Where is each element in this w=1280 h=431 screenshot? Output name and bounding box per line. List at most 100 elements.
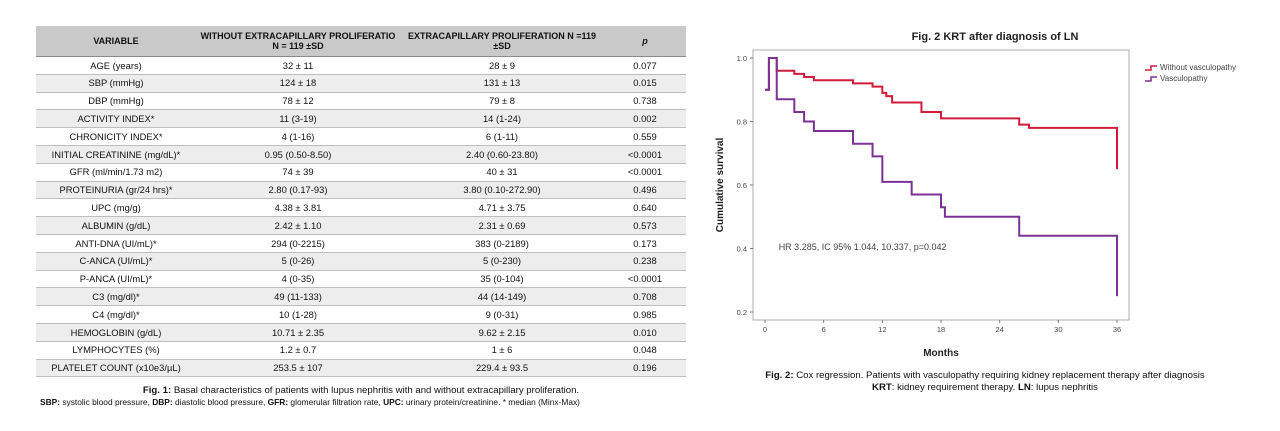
- p-value-cell: 0.985: [604, 305, 686, 324]
- without-proliferation-cell: 11 (3-19): [196, 109, 400, 129]
- table-body: AGE (years) 32 ± 11 28 ± 9 0.077 SBP (mmHg) 1…: [36, 56, 686, 378]
- abbr-upc-def: urinary protein/creatinine. * median (Mi…: [403, 397, 580, 408]
- x-tick-label: 6: [822, 325, 826, 334]
- variable-cell: ACTIVITY INDEX*: [36, 109, 196, 129]
- x-tick-label: 0: [763, 325, 767, 334]
- abbr-dbp: DBP:: [152, 397, 173, 408]
- without-proliferation-cell: 124 ± 18: [196, 74, 400, 93]
- p-value-cell: 0.048: [604, 341, 686, 360]
- without-proliferation-cell: 2.80 (0.17-93): [196, 181, 400, 200]
- y-tick-label: 0.6: [737, 181, 747, 190]
- x-tick-label: 12: [878, 325, 886, 334]
- abbr-krt-def: : kidney requirement therapy.: [891, 382, 1018, 394]
- with-proliferation-cell: 14 (1-24): [400, 109, 604, 129]
- with-proliferation-cell: 35 (0-104): [400, 270, 604, 289]
- without-proliferation-cell: 253.5 ± 107: [196, 359, 400, 378]
- variable-cell: INITIAL CREATININE (mg/dL)*: [36, 145, 196, 164]
- p-value-cell: <0.0001: [604, 270, 686, 289]
- abbr-gfr-def: glomerular filtration rate,: [288, 397, 384, 408]
- variable-cell: P-ANCA (UI/mL)*: [36, 270, 196, 289]
- variable-cell: ANTI-DNA (UI/mL)*: [36, 234, 196, 253]
- legend-label: Without vasculopathy: [1160, 63, 1236, 72]
- with-proliferation-cell: 383 (0-2189): [400, 234, 604, 253]
- p-value-cell: 0.173: [604, 234, 686, 253]
- abbr-dbp-def: diastolic blood pressure,: [172, 397, 268, 408]
- figure-2: Fig. 2 KRT after diagnosis of LN 0.2 0.4 0.…: [705, 18, 1265, 418]
- figure-1-caption: Fig. 1: Basal characteristics of patient…: [36, 385, 686, 407]
- table-row: C3 (mg/dl)* 49 (11-133) 44 (14-149) 0.708: [36, 287, 686, 307]
- with-proliferation-cell: 2.40 (0.60-23.80): [400, 145, 604, 164]
- p-value-cell: 0.077: [604, 56, 686, 75]
- abbr-upc: UPC:: [383, 397, 404, 408]
- table-row: AGE (years) 32 ± 11 28 ± 9 0.077: [36, 56, 686, 75]
- without-proliferation-cell: 78 ± 12: [196, 92, 400, 111]
- variable-cell: HEMOGLOBIN (g/dL): [36, 323, 196, 342]
- abbr-ln: LN: [1017, 382, 1031, 394]
- caption-1-label: Fig. 1:: [142, 385, 172, 397]
- variable-cell: ALBUMIN (g/dL): [36, 216, 196, 235]
- plot-area: [752, 49, 1130, 321]
- variable-cell: SBP (mmHg): [36, 74, 196, 93]
- series-line-vasculopathy: [765, 57, 1118, 297]
- table-row: LYMPHOCYTES (%) 1.2 ± 0.7 1 ± 6 0.048: [36, 341, 686, 360]
- header-variable: VARIABLE: [36, 26, 196, 57]
- header-without-proliferation: WITHOUT EXTRACAPILLARY PROLIFERATIO N = …: [196, 26, 400, 57]
- variable-cell: LYMPHOCYTES (%): [36, 341, 196, 360]
- table-row: CHRONICITY INDEX* 4 (1-16) 6 (1-11) 0.559: [36, 127, 686, 146]
- table-header-row: VARIABLE WITHOUT EXTRACAPILLARY PROLIFER…: [36, 26, 686, 57]
- x-tick-label: 36: [1113, 325, 1121, 334]
- abbr-sbp-def: systolic blood pressure,: [60, 397, 153, 408]
- hazard-ratio-annotation: HR 3.285, IC 95% 1.044, 10.337, p=0.042: [779, 242, 947, 252]
- table-row: C4 (mg/dl)* 10 (1-28) 9 (0-31) 0.985: [36, 305, 686, 324]
- x-axis-label: Months: [923, 348, 959, 359]
- series-line-without-vasculopathy: [765, 57, 1118, 170]
- legend-label: Vasculopathy: [1160, 74, 1207, 83]
- p-value-cell: 0.708: [604, 287, 686, 307]
- abbr-gfr: GFR:: [267, 397, 289, 408]
- without-proliferation-cell: 74 ± 39: [196, 163, 400, 182]
- y-tick-label: 1.0: [737, 54, 747, 63]
- with-proliferation-cell: 131 ± 13: [400, 74, 604, 93]
- variable-cell: GFR (ml/min/1.73 m2): [36, 163, 196, 182]
- variable-cell: C-ANCA (UI/mL)*: [36, 252, 196, 271]
- variable-cell: AGE (years): [36, 56, 196, 75]
- with-proliferation-cell: 28 ± 9: [400, 56, 604, 75]
- with-proliferation-cell: 2.31 ± 0.69: [400, 216, 604, 235]
- variable-cell: PROTEINURIA (gr/24 hrs)*: [36, 181, 196, 200]
- with-proliferation-cell: 4.71 ± 3.75: [400, 198, 604, 218]
- variable-cell: C3 (mg/dl)*: [36, 287, 196, 307]
- table-row: UPC (mg/g) 4.38 ± 3.81 4.71 ± 3.75 0.640: [36, 198, 686, 218]
- without-proliferation-cell: 294 (0-2215): [196, 234, 400, 253]
- y-tick-label: 0.4: [737, 245, 747, 254]
- with-proliferation-cell: 1 ± 6: [400, 341, 604, 360]
- chart-title: Fig. 2 KRT after diagnosis of LN: [912, 31, 1079, 43]
- abbr-krt: KRT: [872, 382, 892, 394]
- with-proliferation-cell: 44 (14-149): [400, 287, 604, 307]
- variable-cell: C4 (mg/dl)*: [36, 305, 196, 324]
- legend-swatch: [1145, 65, 1157, 71]
- without-proliferation-cell: 4.38 ± 3.81: [196, 198, 400, 218]
- p-value-cell: 0.196: [604, 359, 686, 378]
- with-proliferation-cell: 9 (0-31): [400, 305, 604, 324]
- p-value-cell: 0.640: [604, 198, 686, 218]
- table-row: PROTEINURIA (gr/24 hrs)* 2.80 (0.17-93) 3.…: [36, 181, 686, 200]
- without-proliferation-cell: 32 ± 11: [196, 56, 400, 75]
- p-value-cell: <0.0001: [604, 145, 686, 164]
- table-row: ALBUMIN (g/dL) 2.42 ± 1.10 2.31 ± 0.69 0.57…: [36, 216, 686, 235]
- table-row: ACTIVITY INDEX* 11 (3-19) 14 (1-24) 0.002: [36, 109, 686, 129]
- variable-cell: DBP (mmHg): [36, 92, 196, 111]
- table-row: P-ANCA (UI/mL)* 4 (0-35) 35 (0-104) <0.0001: [36, 270, 686, 289]
- without-proliferation-cell: 4 (0-35): [196, 270, 400, 289]
- x-tick-label: 18: [937, 325, 945, 334]
- with-proliferation-cell: 229.4 ± 93.5: [400, 359, 604, 378]
- y-tick-label: 0.8: [737, 118, 747, 127]
- without-proliferation-cell: 1.2 ± 0.7: [196, 341, 400, 360]
- legend-swatch: [1145, 76, 1157, 82]
- table-figure: VARIABLE WITHOUT EXTRACAPILLARY PROLIFER…: [36, 26, 686, 408]
- without-proliferation-cell: 5 (0-26): [196, 252, 400, 271]
- table-row: ANTI-DNA (UI/mL)* 294 (0-2215) 383 (0-2189…: [36, 234, 686, 253]
- without-proliferation-cell: 4 (1-16): [196, 127, 400, 146]
- caption-1-abbreviations: SBP: systolic blood pressure, DBP: diast…: [36, 397, 686, 408]
- variable-cell: CHRONICITY INDEX*: [36, 127, 196, 146]
- variable-cell: UPC (mg/g): [36, 198, 196, 218]
